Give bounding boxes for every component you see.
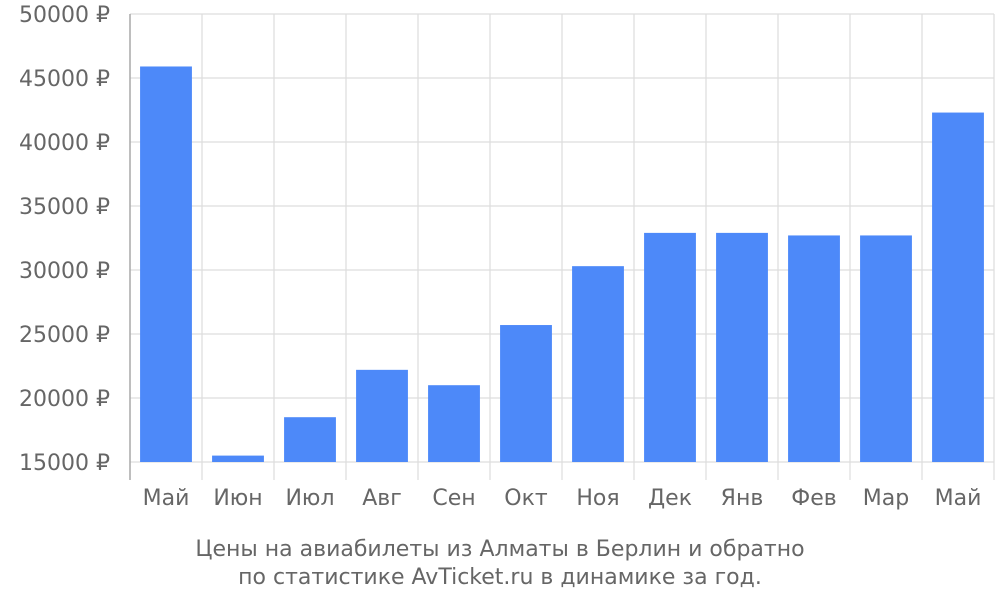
y-tick-label: 20000 ₽: [19, 387, 110, 412]
x-tick-label: Май: [935, 486, 982, 511]
y-tick-label: 35000 ₽: [19, 195, 110, 220]
bar: [428, 385, 480, 462]
x-tick-label: Май: [143, 486, 190, 511]
x-tick-label: Фев: [791, 486, 836, 511]
y-tick-label: 25000 ₽: [19, 323, 110, 348]
grid-layer: [129, 13, 995, 463]
chart-subtitle: по статистике AvTicket.ru в динамике за …: [238, 565, 762, 590]
y-tick-label: 45000 ₽: [19, 67, 110, 92]
bar: [932, 112, 984, 462]
bar: [284, 417, 336, 462]
y-tick-label: 50000 ₽: [19, 3, 110, 28]
bar: [356, 369, 408, 462]
bar: [860, 235, 912, 462]
bar: [716, 232, 768, 462]
chart-title: Цены на авиабилеты из Алматы в Берлин и …: [195, 537, 804, 562]
x-tick-label: Окт: [504, 486, 548, 511]
bar: [500, 325, 552, 462]
x-tick-label: Дек: [648, 486, 692, 511]
y-tick-label: 30000 ₽: [19, 259, 110, 284]
axis-layer: [129, 14, 995, 480]
bar: [212, 455, 264, 462]
x-tick-label: Июн: [213, 486, 262, 511]
x-tick-label: Мар: [863, 486, 909, 511]
x-tick-label: Сен: [432, 486, 475, 511]
x-tick-label: Ноя: [576, 486, 619, 511]
bar: [644, 232, 696, 462]
y-tick-label: 15000 ₽: [19, 451, 110, 476]
x-tick-label: Авг: [362, 486, 402, 511]
bars-layer: [140, 66, 984, 462]
bar: [788, 235, 840, 462]
y-tick-label: 40000 ₽: [19, 131, 110, 156]
x-tick-label: Июл: [285, 486, 334, 511]
bar: [572, 266, 624, 462]
bar: [140, 66, 192, 462]
labels-layer: 15000 ₽ 20000 ₽ 25000 ₽ 30000 ₽ 35000 ₽ 40000…: [19, 3, 981, 511]
x-tick-label: Янв: [721, 486, 764, 511]
